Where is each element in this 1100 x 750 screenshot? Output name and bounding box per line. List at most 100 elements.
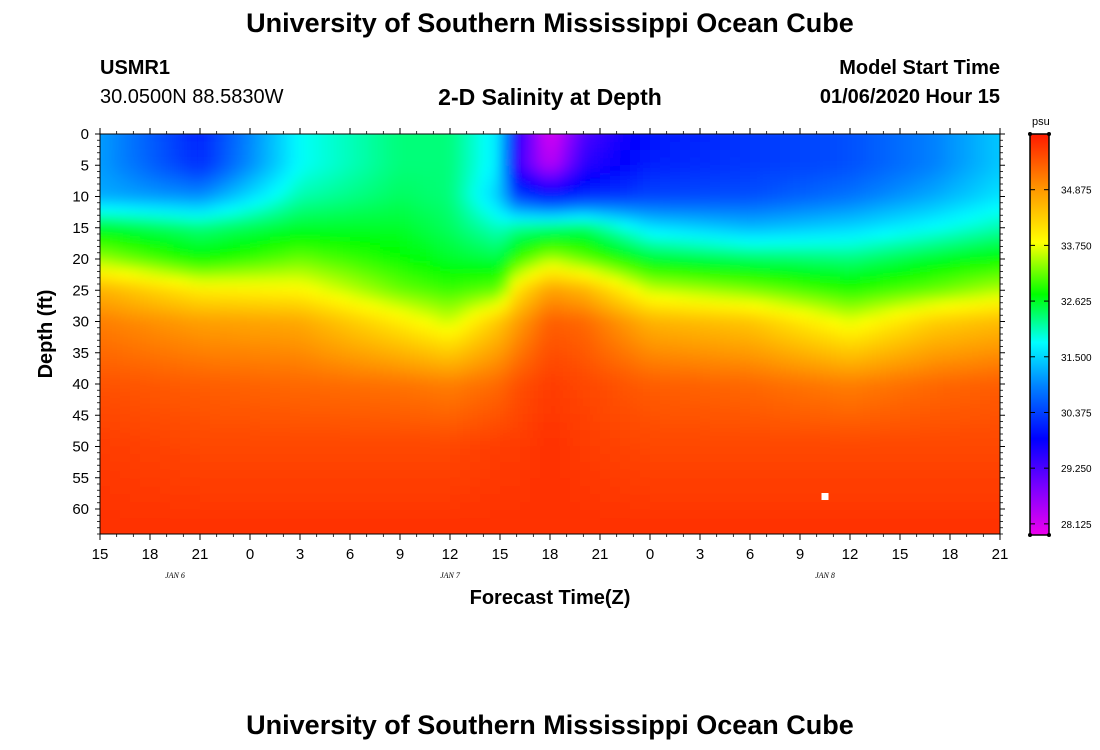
heatmap-cell <box>380 270 391 279</box>
heatmap-cell <box>870 182 881 191</box>
heatmap-cell <box>950 510 961 519</box>
heatmap-cell <box>980 470 991 479</box>
heatmap-cell <box>1000 174 1011 183</box>
heatmap-cell <box>920 406 931 415</box>
heatmap-cell <box>170 158 181 167</box>
x-tick-label: 6 <box>746 546 754 563</box>
heatmap-cell <box>350 422 361 431</box>
heatmap-cell <box>590 502 601 511</box>
heatmap-cell <box>440 318 451 327</box>
heatmap-cell <box>970 318 981 327</box>
heatmap-cell <box>130 318 141 327</box>
heatmap-cell <box>600 182 611 191</box>
heatmap-cell <box>200 526 211 534</box>
heatmap-cell <box>100 406 111 415</box>
heatmap-cell <box>830 446 841 455</box>
heatmap-cell <box>320 214 331 223</box>
heatmap-cell <box>900 438 911 447</box>
heatmap-cell <box>690 382 701 391</box>
heatmap-cell <box>180 334 191 343</box>
heatmap-cell <box>290 350 301 359</box>
heatmap-cell <box>140 414 151 423</box>
heatmap-cell <box>910 422 921 431</box>
heatmap-cell <box>420 326 431 335</box>
heatmap-cell <box>900 486 911 495</box>
heatmap-cell <box>140 262 151 271</box>
heatmap-cell <box>280 134 291 143</box>
heatmap-cell <box>770 366 781 375</box>
heatmap-cell <box>480 134 491 143</box>
heatmap-cell <box>990 414 1000 423</box>
heatmap-cell <box>520 374 531 383</box>
heatmap-cell <box>770 246 781 255</box>
heatmap-cell <box>940 494 951 503</box>
heatmap-cell <box>470 462 481 471</box>
heatmap-cell <box>580 342 591 351</box>
heatmap-cell <box>400 262 411 271</box>
heatmap-cell <box>140 182 151 191</box>
heatmap-cell <box>300 206 311 215</box>
heatmap-cell <box>190 366 201 375</box>
heatmap-cell <box>540 486 551 495</box>
heatmap-cell <box>460 278 471 287</box>
heatmap-cell <box>720 342 731 351</box>
heatmap-cell <box>270 286 281 295</box>
heatmap-cell <box>450 510 461 519</box>
heatmap-cell <box>420 182 431 191</box>
heatmap-cell <box>660 518 671 527</box>
heatmap-cell <box>690 414 701 423</box>
heatmap-cell <box>100 214 111 223</box>
heatmap-cell <box>770 142 781 151</box>
heatmap-cell <box>400 342 411 351</box>
heatmap-cell <box>850 238 861 247</box>
heatmap-cell <box>350 142 361 151</box>
heatmap-cell <box>810 462 821 471</box>
heatmap-cell <box>290 286 301 295</box>
heatmap-cell <box>150 134 161 135</box>
heatmap-cell <box>450 430 461 439</box>
heatmap-cell <box>580 182 591 191</box>
heatmap-cell <box>840 390 851 399</box>
heatmap-cell <box>490 286 501 295</box>
heatmap-cell <box>380 214 391 223</box>
heatmap-cell <box>320 246 331 255</box>
heatmap-cell <box>590 414 601 423</box>
heatmap-cell <box>540 398 551 407</box>
heatmap-cell <box>980 246 991 255</box>
heatmap-cell <box>800 382 811 391</box>
heatmap-cell <box>860 254 871 263</box>
heatmap-cell <box>830 318 841 327</box>
heatmap-cell <box>850 526 861 534</box>
heatmap-cell <box>1000 446 1011 455</box>
heatmap-cell <box>430 366 441 375</box>
heatmap-cell <box>540 406 551 415</box>
heatmap-cell <box>610 190 621 199</box>
heatmap-cell <box>510 206 521 215</box>
heatmap-cell <box>710 518 721 527</box>
heatmap-cell <box>660 406 671 415</box>
heatmap-cell <box>290 246 301 255</box>
heatmap-cell <box>870 534 881 543</box>
heatmap-cell <box>750 446 761 455</box>
heatmap-cell <box>340 134 351 143</box>
heatmap-cell <box>550 222 561 231</box>
heatmap-cell <box>860 142 871 151</box>
heatmap-cell <box>160 342 171 351</box>
heatmap-cell <box>800 454 811 463</box>
heatmap-cell <box>830 334 841 343</box>
heatmap-cell <box>690 358 701 367</box>
heatmap-cell <box>820 462 831 471</box>
heatmap-cell <box>440 478 451 487</box>
heatmap-cell <box>210 262 221 271</box>
heatmap-cell <box>720 182 731 191</box>
heatmap-cell <box>580 270 591 279</box>
heatmap-cell <box>110 526 121 534</box>
heatmap-cell <box>300 462 311 471</box>
heatmap-cell <box>340 270 351 279</box>
heatmap-cell <box>570 262 581 271</box>
heatmap-cell <box>920 150 931 159</box>
heatmap-cell <box>880 342 891 351</box>
heatmap-cell <box>200 478 211 487</box>
heatmap-cell <box>400 150 411 159</box>
heatmap-cell <box>330 326 341 335</box>
